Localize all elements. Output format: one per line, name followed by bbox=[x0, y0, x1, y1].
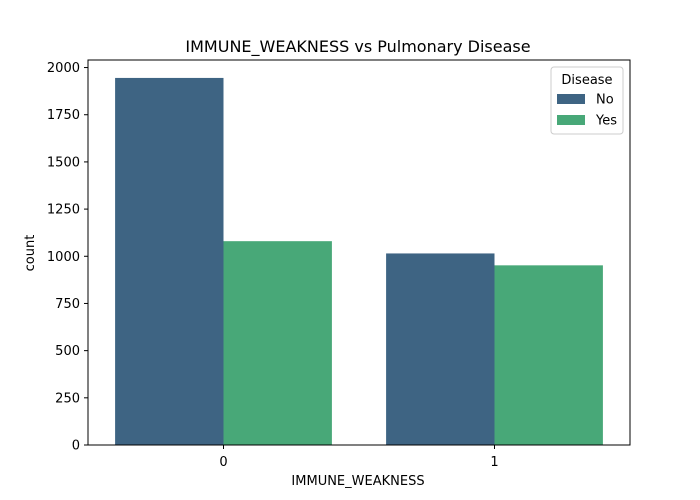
x-axis-label: IMMUNE_WEAKNESS bbox=[291, 474, 424, 489]
legend-label-yes: Yes bbox=[595, 114, 617, 129]
axes-frame bbox=[87, 59, 631, 446]
y-tick-label: 1750 bbox=[47, 108, 80, 123]
legend-swatch-no bbox=[557, 94, 585, 104]
bar-no-0 bbox=[115, 77, 224, 445]
x-tick-label: 0 bbox=[219, 455, 227, 470]
bar-yes-0 bbox=[223, 241, 332, 445]
bar-no-1 bbox=[386, 253, 495, 445]
y-tick-label: 1500 bbox=[47, 155, 80, 170]
legend-label-no: No bbox=[596, 93, 614, 108]
y-tick-label: 0 bbox=[72, 439, 80, 454]
legend-title: Disease bbox=[561, 73, 612, 88]
legend: Disease No Yes bbox=[550, 66, 624, 135]
y-tick-label: 1250 bbox=[47, 203, 80, 218]
y-tick-label: 250 bbox=[55, 391, 80, 406]
chart-title: IMMUNE_WEAKNESS vs Pulmonary Disease bbox=[185, 37, 530, 57]
plot-area: 0 250 500 750 1000 1250 1500 1750 2000 0 1 bbox=[47, 59, 631, 470]
y-tick-label: 1000 bbox=[47, 250, 80, 265]
y-tick-label: 2000 bbox=[47, 61, 80, 76]
y-tick-label: 750 bbox=[55, 297, 80, 312]
y-axis-label: count bbox=[23, 235, 38, 272]
bar-yes-1 bbox=[494, 265, 603, 445]
x-tick-label: 1 bbox=[490, 455, 498, 470]
y-tick-label: 500 bbox=[55, 344, 80, 359]
legend-swatch-yes bbox=[557, 115, 585, 125]
